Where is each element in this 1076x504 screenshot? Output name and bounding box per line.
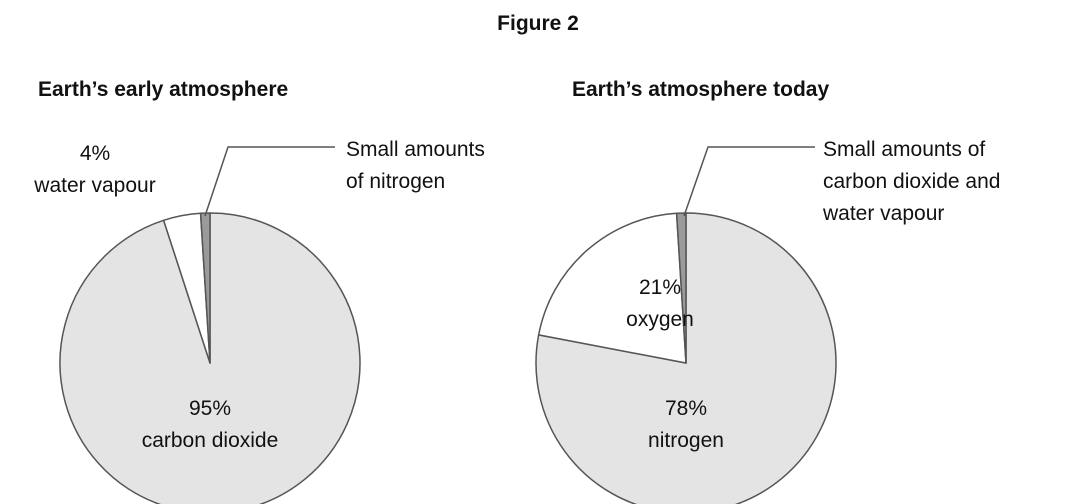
- category-label: oxygen: [626, 308, 694, 331]
- category-label: Small amounts of carbon dioxide and wate…: [823, 138, 1001, 225]
- figure-title: Figure 2: [497, 12, 579, 35]
- slice-label: 95% carbon dioxide: [142, 393, 279, 457]
- category-label: nitrogen: [648, 429, 724, 452]
- leader-line: [683, 146, 815, 217]
- category-label: carbon dioxide: [141, 429, 279, 452]
- value-label: 4%: [79, 142, 111, 165]
- value-label: 78%: [664, 397, 708, 420]
- slice-label: 78% nitrogen: [648, 393, 724, 457]
- slice-label: 4% water vapour: [34, 138, 155, 202]
- category-label: water vapour: [34, 174, 156, 197]
- leader-line: [204, 146, 335, 217]
- slice-label: Small amounts of carbon dioxide and wate…: [823, 134, 1038, 230]
- slice-label: Small amounts of nitrogen: [346, 134, 508, 198]
- value-label: 21%: [638, 276, 682, 299]
- value-label: 95%: [188, 397, 232, 420]
- slice-label: 21% oxygen: [626, 272, 694, 336]
- chart-title: Earth’s atmosphere today: [572, 78, 830, 101]
- pie-slice: [535, 212, 837, 504]
- chart-title: Earth’s early atmosphere: [38, 78, 289, 101]
- pie-slice: [537, 212, 687, 364]
- pie-slice: [675, 212, 687, 364]
- category-label: Small amounts of nitrogen: [346, 138, 485, 193]
